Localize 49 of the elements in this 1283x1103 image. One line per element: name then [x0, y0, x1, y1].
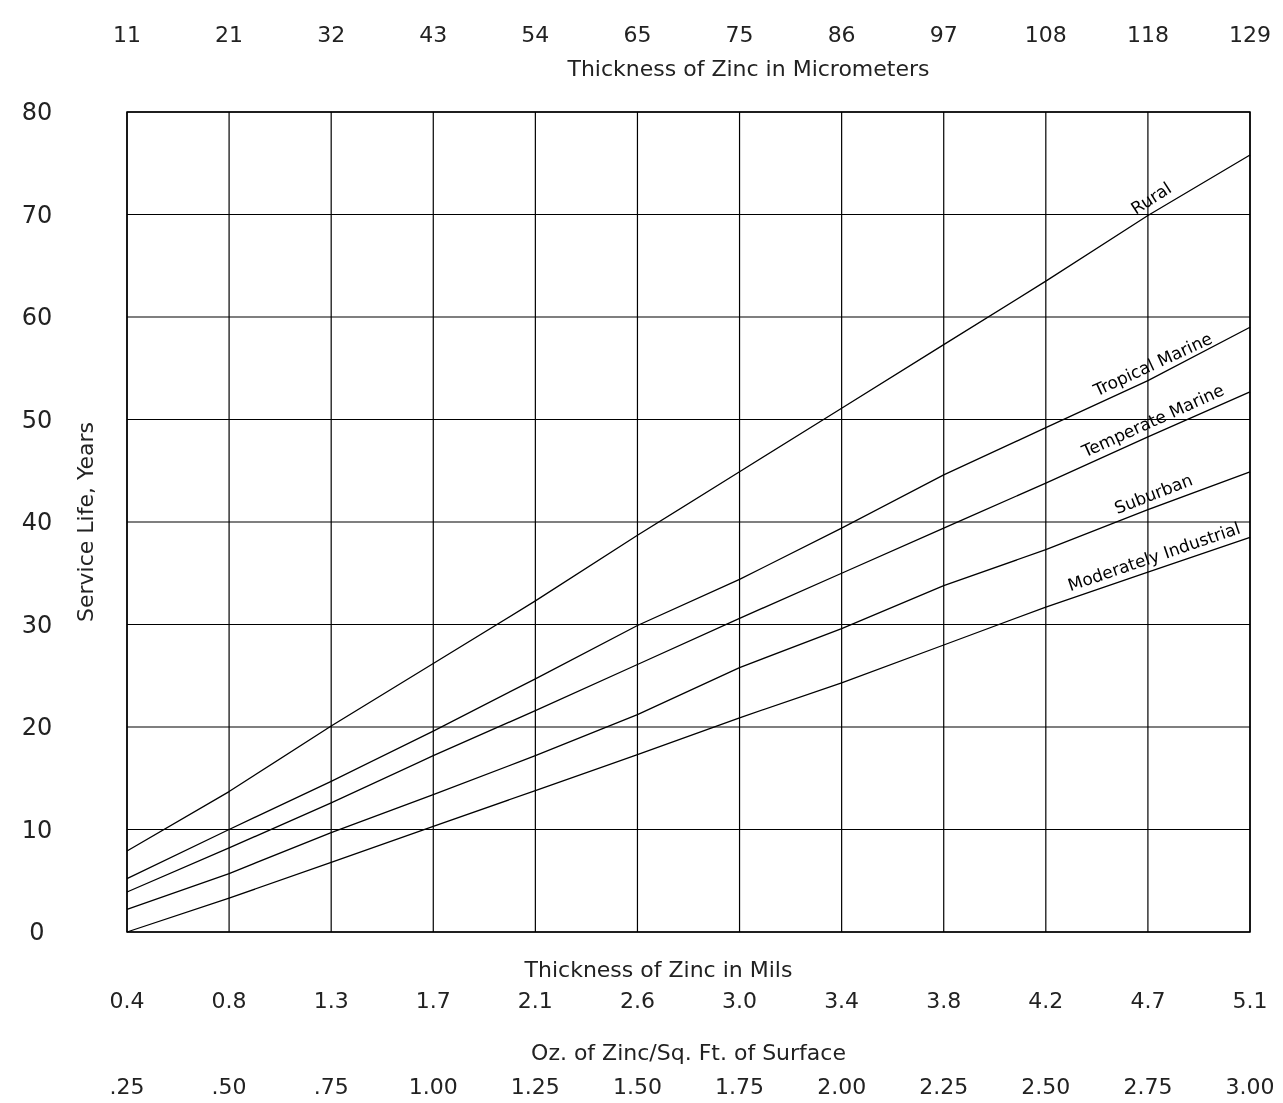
x2-tick-label: 86 — [827, 22, 856, 47]
x2-tick-label: 97 — [929, 22, 958, 47]
y-axis-title: Service Life, Years — [73, 422, 98, 622]
x2-tick-label: 65 — [623, 22, 652, 47]
text: 2.6 — [619, 988, 655, 1013]
text: 1.7 — [415, 988, 451, 1013]
text: 0.4 — [109, 988, 145, 1013]
x-tick-label: 3.00 — [1225, 1074, 1275, 1099]
text: 0.8 — [211, 988, 247, 1013]
x2-tick-label: 11 — [113, 22, 141, 47]
text: 3.0 — [722, 988, 758, 1013]
x2-tick-label: 54 — [521, 22, 550, 47]
text: 2.1 — [517, 988, 553, 1013]
x-tick-label: 1.25 — [510, 1074, 560, 1099]
text: 4.7 — [1130, 988, 1166, 1013]
x-tick-label: .25 — [109, 1074, 145, 1099]
x-tick-label: 2.50 — [1021, 1074, 1071, 1099]
y-tick-label: 70 — [21, 200, 53, 229]
x-tick-label: 1.50 — [612, 1074, 662, 1099]
x-tick-label: .50 — [211, 1074, 247, 1099]
x2-tick-label: 118 — [1126, 22, 1169, 47]
y-tick-label: 60 — [21, 303, 53, 332]
y-tick-label: 10 — [21, 815, 53, 844]
text: 4.2 — [1028, 988, 1064, 1013]
x2-tick-label: 108 — [1024, 22, 1067, 47]
x-tick-label: 1.00 — [408, 1074, 458, 1099]
text: 1.3 — [313, 988, 349, 1013]
x-tick-label: 2.00 — [817, 1074, 867, 1099]
x-tick-label: 2.25 — [919, 1074, 969, 1099]
x-tick-label: 1.75 — [715, 1074, 765, 1099]
y-tick-label: 20 — [21, 713, 53, 742]
text: Thickness of Zinc in Mils — [523, 957, 793, 982]
y-tick-label: 40 — [21, 508, 53, 537]
x-axis-title: Oz. of Zinc/Sq. Ft. of Surface — [531, 1040, 846, 1065]
x-tick-label: 2.75 — [1123, 1074, 1173, 1099]
y-tick-label: 0 — [29, 918, 45, 947]
x2-tick-label: 32 — [317, 22, 346, 47]
x2-axis-title: Thickness of Zinc in Micrometers — [566, 56, 930, 81]
y-tick-label: 50 — [21, 405, 53, 434]
text: 5.1 — [1232, 988, 1268, 1013]
x-tick-label: .75 — [313, 1074, 349, 1099]
x2-tick-label: 75 — [725, 22, 754, 47]
x2-tick-label: 21 — [215, 22, 244, 47]
text: 3.4 — [824, 988, 860, 1013]
y-tick-label: 80 — [21, 98, 53, 127]
text: 3.8 — [926, 988, 962, 1013]
y-tick-label: 30 — [21, 610, 53, 639]
x2-tick-label: 129 — [1229, 22, 1271, 47]
x2-tick-label: 43 — [419, 22, 448, 47]
